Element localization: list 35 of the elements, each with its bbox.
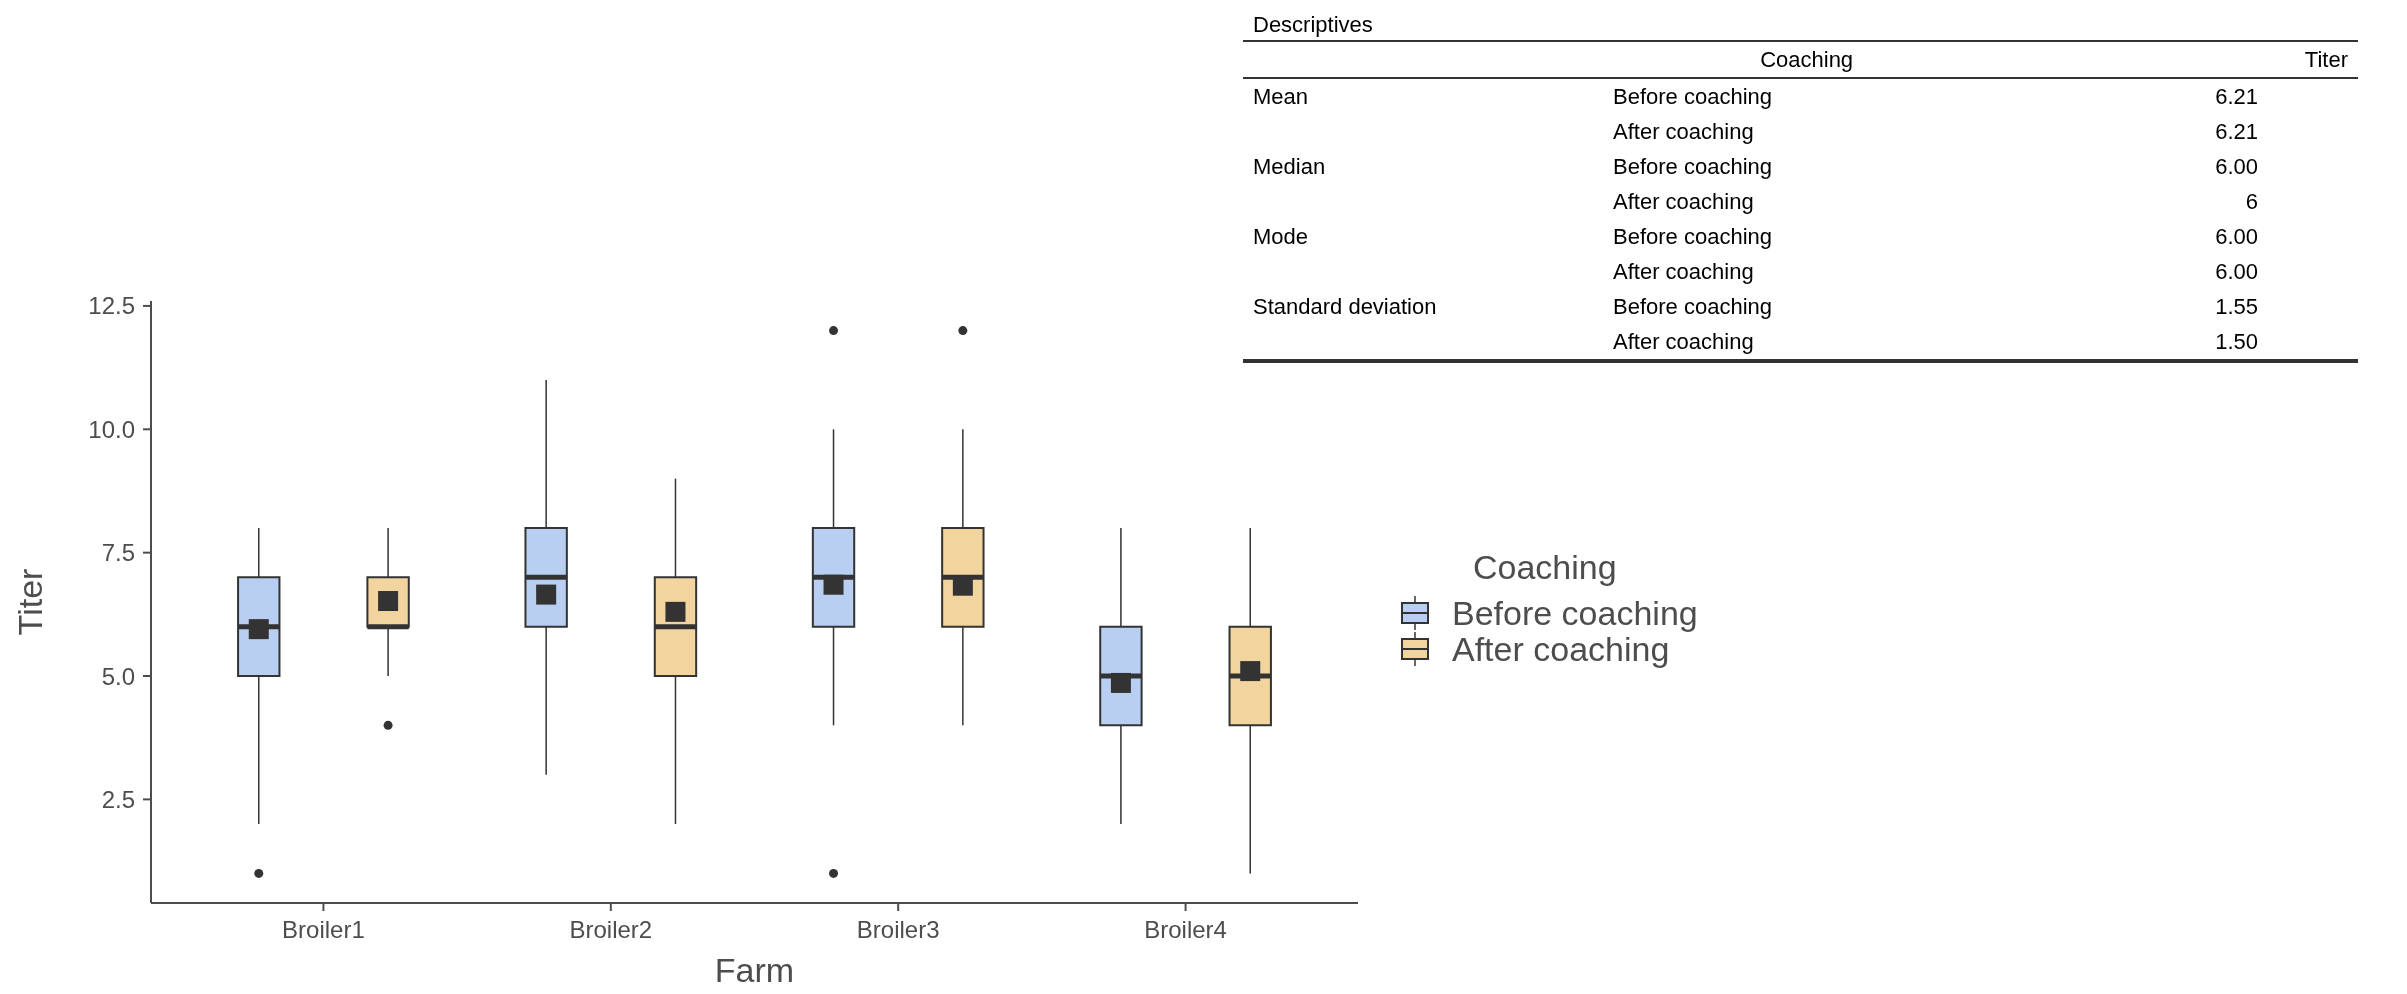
- text: 1.55: [2215, 293, 2258, 319]
- y-tick-label: 7.5: [101, 539, 135, 567]
- text: 6.00: [2215, 258, 2258, 284]
- category-label: Mean: [1253, 83, 1309, 109]
- legend-title: Coaching: [1473, 548, 1618, 587]
- x-tick-label: Broiler1: [282, 916, 365, 944]
- text: 6.00: [2215, 153, 2258, 179]
- y-tick-label: 10.0: [88, 415, 135, 443]
- x-axis-title: Farm: [714, 951, 795, 989]
- x-tick-label: Broiler4: [1144, 916, 1227, 944]
- text: 6.21: [2215, 118, 2258, 144]
- text: 1.50: [2215, 328, 2258, 354]
- x-tick-label: Broiler3: [856, 916, 940, 944]
- text: Before coaching: [1613, 293, 1772, 319]
- text: 6.00: [2215, 223, 2258, 249]
- category-label: Mode: [1253, 223, 1309, 249]
- y-tick-label: 5.0: [101, 662, 135, 690]
- text: After coaching: [1613, 188, 1754, 214]
- category-label: Median: [1253, 153, 1326, 179]
- text: Before coaching: [1613, 153, 1772, 179]
- text: Descriptives: [1243, 10, 2358, 42]
- text: 6.21: [2215, 83, 2258, 109]
- text: Before coaching: [1613, 223, 1772, 249]
- category-label: Titer: [2303, 45, 2349, 74]
- text: After coaching: [1613, 258, 1754, 284]
- category-label: Coaching: [1759, 45, 1855, 74]
- text: Before coaching: [1613, 83, 1772, 109]
- y-tick-label: 2.5: [101, 785, 135, 813]
- category-label: Standard deviation: [1253, 293, 1437, 319]
- y-axis-title: Titer: [11, 568, 50, 636]
- text: 6: [2245, 188, 2258, 214]
- text: After coaching: [1613, 328, 1754, 354]
- x-tick-label: Broiler2: [569, 916, 653, 944]
- y-tick-label: 12.5: [88, 292, 135, 320]
- text: After coaching: [1613, 118, 1754, 144]
